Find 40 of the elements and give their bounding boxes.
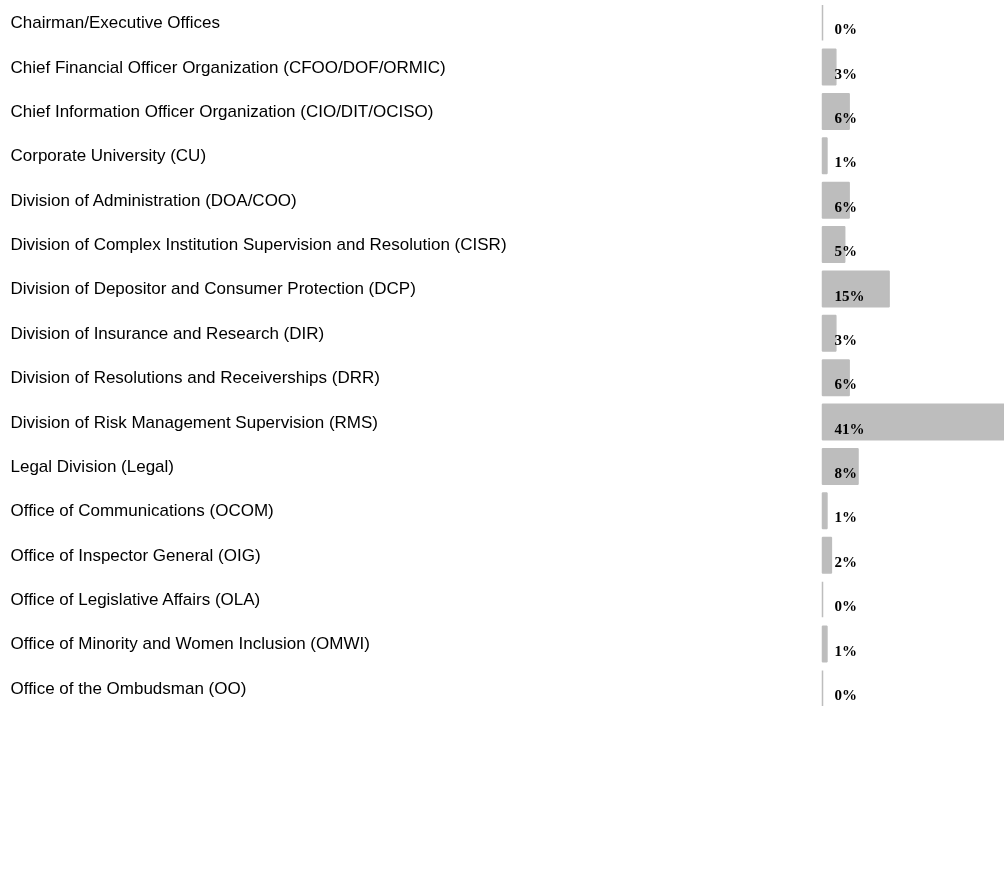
y-tick-label: Chief Information Officer Organization (CIO/DIT/OCISO) — [10, 101, 434, 121]
bar — [821, 492, 828, 530]
bar — [821, 403, 1004, 441]
y-tick-label: Office of the Ombudsman (OO) — [10, 678, 247, 698]
bar — [821, 137, 828, 175]
bar — [821, 270, 890, 308]
data-label: 8% — [834, 465, 857, 482]
data-label: 3% — [834, 65, 857, 82]
bar — [821, 314, 837, 352]
y-tick-label: Office of Communications (OCOM) — [10, 501, 274, 521]
y-tick-label: Division of Administration (DOA/COO) — [10, 190, 297, 210]
data-label: 41% — [834, 420, 865, 437]
data-label: 3% — [834, 331, 857, 348]
bar — [821, 536, 833, 574]
data-label: 1% — [834, 642, 857, 659]
y-tick-label: Division of Depositor and Consumer Protection (DCP) — [10, 279, 416, 299]
y-tick-label: Legal Division (Legal) — [10, 456, 174, 476]
data-label: 5% — [834, 243, 857, 260]
data-label: 1% — [834, 509, 857, 526]
data-label: 6% — [834, 110, 857, 127]
data-label: 0% — [834, 21, 857, 38]
y-tick-label: Chairman/Executive Offices — [10, 13, 220, 33]
data-label: 0% — [834, 598, 857, 615]
bar — [821, 48, 837, 86]
bar — [821, 625, 828, 663]
y-tick-label: Chief Financial Officer Organization (CFOO/DOF/ORMIC) — [10, 57, 446, 77]
y-tick-label: Office of Legislative Affairs (OLA) — [10, 590, 261, 610]
y-tick-label: Office of Inspector General (OIG) — [10, 545, 261, 565]
y-tick-label: Office of Minority and Women Inclusion (OMWI) — [10, 634, 370, 654]
y-tick-label: Division of Complex Institution Supervision and Resolution (CISR) — [10, 235, 507, 255]
data-label: 1% — [834, 154, 857, 171]
y-tick-label: Division of Resolutions and Receiverships (DRR) — [10, 368, 380, 388]
data-label: 15% — [834, 287, 865, 304]
y-tick-label: Division of Insurance and Research (DIR) — [10, 323, 325, 343]
data-label: 0% — [834, 686, 857, 703]
y-tick-label: Corporate University (CU) — [10, 146, 207, 166]
y-tick-label: Division of Risk Management Supervision (RMS) — [10, 412, 379, 432]
data-label: 2% — [834, 553, 857, 570]
data-label: 6% — [834, 376, 857, 393]
data-label: 6% — [834, 198, 857, 215]
